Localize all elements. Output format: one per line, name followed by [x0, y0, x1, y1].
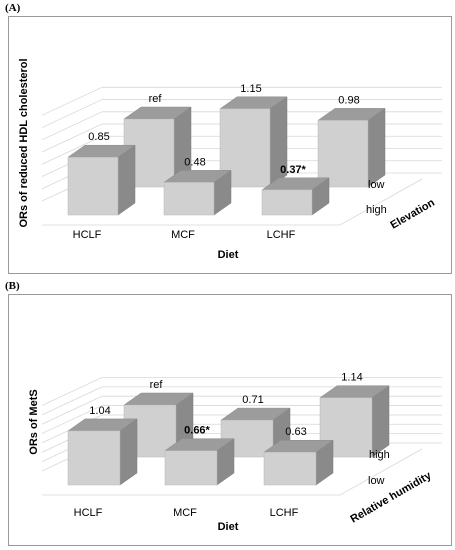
x-axis-title: Diet — [218, 249, 239, 261]
chart-panel-b: ORs of MetS ref 0.71 1.14 1.04 HCLF 0.66* MCF 0.… — [28, 372, 442, 533]
x-tick-label-lchf: LCHF — [270, 507, 299, 519]
side-gridline — [41, 123, 103, 153]
bar-low-lchf-side — [367, 107, 386, 188]
x-tick-label-mcf: MCF — [173, 507, 197, 519]
side-gridline — [41, 395, 103, 425]
x-tick-label-mcf: MCF — [171, 229, 195, 241]
data-label-high-lchf: 1.14 — [341, 372, 362, 384]
bar-high-mcf — [163, 182, 215, 216]
floor-edge — [42, 178, 423, 226]
depth-level-low: low — [368, 475, 385, 487]
panel-a-label: (A) — [5, 2, 21, 14]
depth-level-low: low — [368, 179, 385, 191]
data-label-low-hclf: 1.04 — [89, 405, 110, 417]
data-label-high-hclf: 0.85 — [88, 131, 109, 143]
depth-axis-title: Relative humidity — [349, 469, 435, 525]
data-label-high-mcf: 0.71 — [242, 394, 263, 406]
depth-level-high: high — [366, 204, 387, 216]
bar-low-lchf — [263, 451, 317, 486]
x-tick-label-hclf: HCLF — [73, 229, 102, 241]
y-axis-title: ORs of MetS — [28, 389, 40, 454]
side-gridline — [41, 135, 103, 165]
bar-high-hclf — [67, 156, 119, 216]
panel-b-frame — [8, 294, 452, 546]
data-label-high-mcf: 0.48 — [184, 156, 205, 168]
depth-level-high: high — [369, 449, 390, 461]
x-tick-label-lchf: LCHF — [267, 229, 296, 241]
panel-b-label: (B) — [5, 280, 20, 292]
data-label-low-mcf: 1.15 — [240, 83, 261, 95]
side-gridline — [41, 111, 103, 141]
x-axis-title: Diet — [218, 521, 239, 533]
data-label-high-lchf: 0.37* — [280, 164, 306, 176]
side-gridline — [41, 405, 103, 434]
x-tick-label-hclf: HCLF — [74, 507, 103, 519]
y-axis-title: ORs of reduced HDL cholesterol — [18, 58, 30, 227]
floor-edge — [42, 448, 423, 496]
bar-low-hclf — [67, 430, 121, 486]
side-gridline — [41, 99, 103, 128]
panel-a-frame — [8, 16, 452, 274]
data-label-low-lchf: 0.63 — [285, 426, 306, 438]
depth-axis-title: Elevation — [389, 197, 438, 232]
data-label-low-lchf: 0.98 — [338, 94, 359, 106]
data-label-high-hclf: ref — [150, 379, 164, 391]
side-gridline — [41, 377, 103, 406]
bar-low-lchf — [317, 120, 369, 188]
data-label-low-hclf: ref — [149, 93, 163, 105]
bar-low-mcf — [164, 450, 218, 486]
side-gridline — [41, 86, 103, 116]
bar-high-lchf-side — [371, 385, 390, 458]
chart-panel-a: ORs of reduced HDL cholesterol ref 1.15 0.9… — [18, 58, 442, 261]
side-gridline — [41, 386, 103, 416]
data-label-low-mcf: 0.66* — [184, 425, 210, 437]
bar-high-lchf — [261, 189, 313, 216]
